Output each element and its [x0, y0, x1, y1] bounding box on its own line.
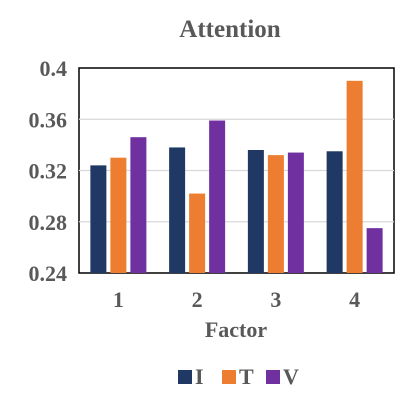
- bar-V-2: [209, 120, 226, 273]
- bar-V-1: [130, 137, 147, 273]
- bar-T-1: [110, 157, 127, 273]
- y-tick-label: 0.32: [29, 159, 68, 184]
- bar-V-4: [366, 228, 383, 273]
- bar-T-2: [189, 193, 206, 273]
- bars: [90, 80, 383, 273]
- legend-label-I: I: [195, 364, 204, 389]
- y-axis-ticks: 0.24 0.28 0.32 0.36 0.4: [29, 56, 68, 286]
- x-axis-label: Factor: [205, 317, 268, 342]
- x-tick-label: 2: [192, 287, 203, 312]
- legend-label-V: V: [283, 364, 299, 389]
- legend-label-T: T: [239, 364, 254, 389]
- bar-V-3: [287, 152, 304, 273]
- bar-I-4: [326, 151, 343, 273]
- x-tick-label: 1: [113, 287, 124, 312]
- bar-I-2: [169, 147, 186, 273]
- legend-swatch-V: [266, 370, 280, 384]
- legend-swatch-I: [178, 370, 192, 384]
- bar-T-4: [346, 80, 363, 273]
- legend-swatch-T: [222, 370, 236, 384]
- bar-I-3: [247, 150, 264, 273]
- chart-title: Attention: [179, 16, 280, 43]
- y-tick-label: 0.28: [29, 210, 68, 235]
- bar-I-1: [90, 165, 107, 273]
- y-tick-label: 0.4: [40, 56, 68, 81]
- x-tick-label: 3: [270, 287, 281, 312]
- y-tick-label: 0.24: [29, 261, 68, 286]
- x-axis-ticks: 1 2 3 4: [113, 287, 360, 312]
- x-tick-label: 4: [349, 287, 360, 312]
- bar-T-3: [267, 155, 284, 273]
- y-tick-label: 0.36: [29, 107, 68, 132]
